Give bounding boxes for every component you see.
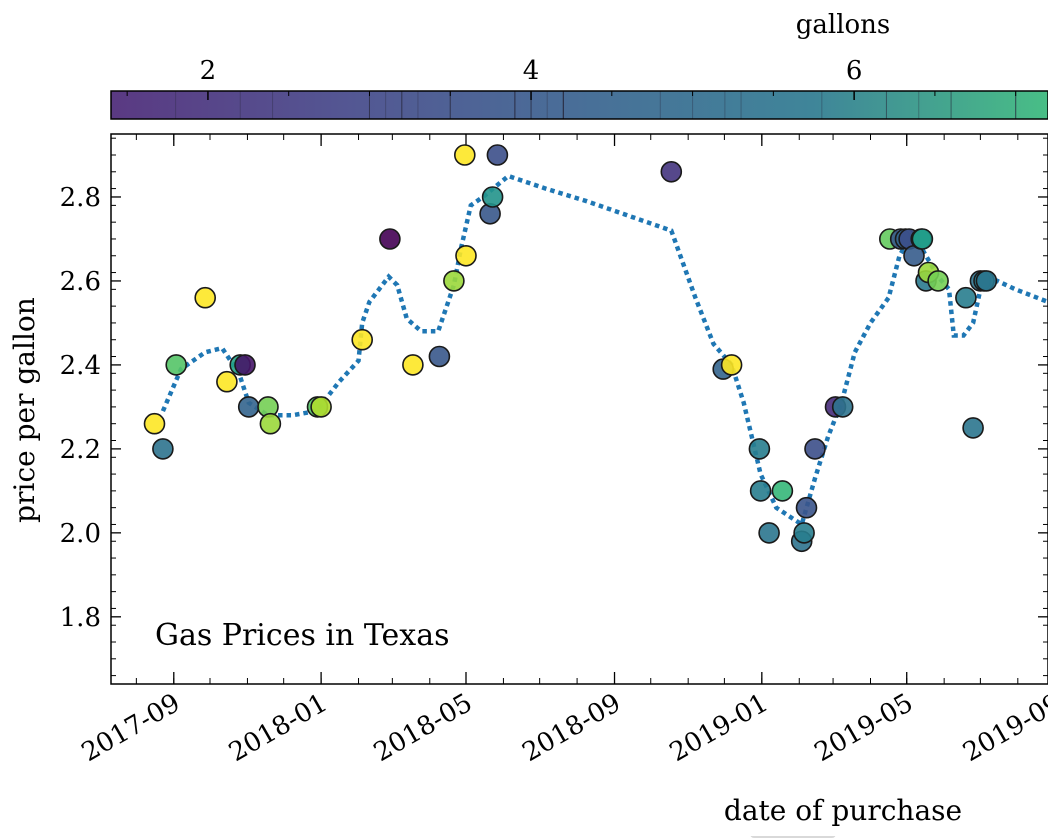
purchase-point: [259, 412, 282, 435]
x-tick-label: 2017-09: [77, 688, 186, 768]
y-tick-label: 2.8: [60, 183, 101, 213]
colorbar-label: gallons: [796, 10, 891, 40]
colorbar-gradient: [111, 91, 1048, 119]
purchase-point: [152, 438, 174, 460]
x-axis-label: date of purchase: [724, 794, 962, 827]
x-tick-label: 2018-01: [224, 688, 333, 768]
colorbar-tick-label: 4: [523, 56, 540, 86]
purchase-point: [379, 228, 401, 250]
y-tick-label: 2.6: [60, 267, 101, 297]
x-tick-label: 2019-05: [810, 688, 919, 768]
purchase-point: [455, 245, 477, 267]
purchase-point: [720, 354, 743, 376]
purchase-point: [234, 354, 256, 376]
purchase-point: [955, 286, 977, 309]
purchase-point: [831, 396, 854, 418]
colorbar-tick-label: 6: [846, 56, 863, 86]
purchase-point: [481, 186, 504, 208]
purchase-point: [748, 438, 771, 460]
y-axis-label: price per gallon: [8, 297, 41, 523]
purchase-point: [194, 286, 216, 309]
purchase-point: [237, 396, 260, 418]
purchase-point: [962, 417, 984, 439]
purchase-point: [927, 270, 949, 292]
x-tick-label: 2019-09: [958, 688, 1048, 768]
chart-title: Gas Prices in Texas: [155, 618, 449, 653]
purchase-point: [771, 480, 794, 502]
purchase-point: [975, 270, 998, 292]
colorbar-tick-label: 2: [200, 56, 217, 86]
scatter-points: [143, 144, 998, 553]
colorbar-value-markers: [110, 91, 1048, 119]
y-tick-label: 2.2: [60, 435, 101, 465]
purchase-point: [660, 161, 683, 183]
purchase-point: [758, 522, 780, 544]
purchase-point: [428, 345, 451, 368]
x-tick-label: 2018-05: [369, 688, 478, 768]
purchase-point: [402, 354, 424, 376]
purchase-point: [165, 354, 187, 376]
purchase-point: [453, 144, 476, 166]
x-tick-label: 2018-09: [517, 688, 626, 768]
colorbar: 2 4 6 gallons: [110, 10, 1048, 120]
plot-area-frame: [110, 133, 1048, 685]
y-tick-label: 2.4: [60, 351, 101, 381]
y-axis: 1.8 2.0 2.2 2.4 2.6 2.8: [60, 137, 1048, 677]
purchase-point: [486, 144, 509, 166]
purchase-point: [911, 228, 934, 250]
purchase-point: [143, 412, 166, 435]
rolling-average-polyline: [160, 173, 1048, 529]
purchase-point: [443, 270, 465, 292]
x-tick-label: 2019-01: [665, 688, 774, 768]
purchase-point: [310, 396, 332, 418]
rolling-average-line: [160, 173, 1048, 529]
y-tick-label: 1.8: [60, 603, 101, 633]
colorbar-frame: [110, 90, 1048, 120]
purchase-point: [216, 370, 238, 393]
purchase-point: [793, 522, 815, 544]
purchase-point: [795, 496, 818, 519]
purchase-point: [351, 328, 374, 351]
y-tick-label: 2.0: [60, 519, 101, 549]
purchase-point: [804, 438, 826, 460]
purchase-point: [749, 480, 772, 502]
